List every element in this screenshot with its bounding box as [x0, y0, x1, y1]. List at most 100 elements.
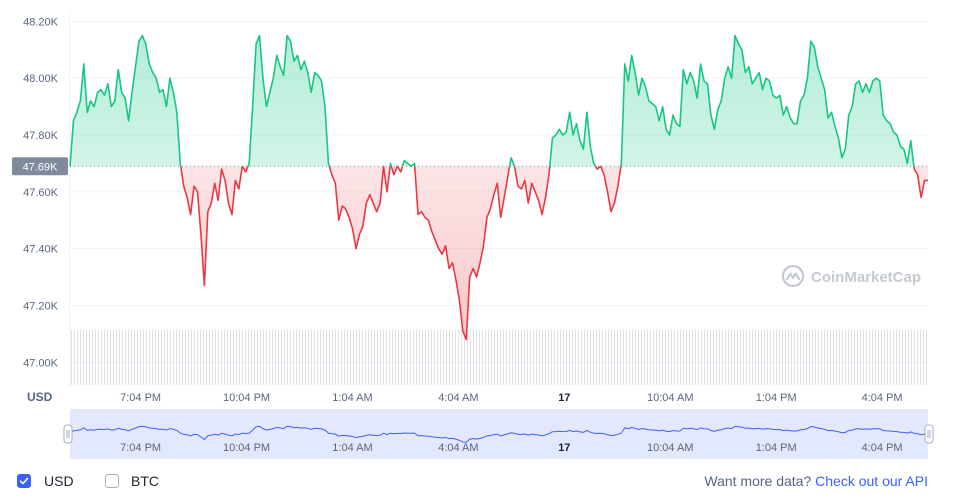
- volume-bar: [752, 330, 753, 385]
- usd-checkbox[interactable]: [17, 474, 31, 488]
- volume-bar: [608, 330, 609, 385]
- volume-bar: [656, 330, 657, 385]
- volume-bar: [725, 330, 726, 385]
- volume-bar: [815, 330, 816, 385]
- btc-label[interactable]: BTC: [131, 473, 159, 489]
- volume-bar: [347, 330, 348, 385]
- volume-bar: [188, 330, 189, 385]
- y-tick-label: 47.60K: [23, 187, 59, 199]
- volume-bar: [887, 330, 888, 385]
- volume-bar: [281, 330, 282, 385]
- volume-bar: [917, 330, 918, 385]
- volume-bar: [338, 330, 339, 385]
- more-data-text: Want more data? Check out our API: [704, 473, 928, 489]
- navigator-tick-label: 7:04 PM: [120, 442, 161, 454]
- volume-bar: [809, 330, 810, 385]
- volume-bar: [476, 330, 477, 385]
- volume-bar: [434, 330, 435, 385]
- volume-bar: [182, 330, 183, 385]
- volume-bar: [896, 330, 897, 385]
- volume-bar: [176, 330, 177, 385]
- volume-bar: [272, 330, 273, 385]
- volume-bar: [683, 330, 684, 385]
- volume-bar: [266, 330, 267, 385]
- volume-bar: [380, 330, 381, 385]
- volume-bar: [548, 330, 549, 385]
- volume-bar: [410, 330, 411, 385]
- volume-bar: [431, 330, 432, 385]
- volume-bar: [890, 330, 891, 385]
- volume-bar: [668, 330, 669, 385]
- volume-bar: [443, 330, 444, 385]
- volume-bar: [341, 330, 342, 385]
- volume-bar: [905, 330, 906, 385]
- volume-bar: [389, 330, 390, 385]
- volume-bar: [506, 330, 507, 385]
- volume-bar: [125, 330, 126, 385]
- volume-bar: [827, 330, 828, 385]
- x-tick-label: 17: [558, 392, 570, 404]
- volume-bar: [746, 330, 747, 385]
- volume-bar: [158, 330, 159, 385]
- volume-bar: [737, 330, 738, 385]
- volume-bar: [878, 330, 879, 385]
- volume-bar: [491, 330, 492, 385]
- volume-bar: [77, 330, 78, 385]
- volume-bar: [824, 330, 825, 385]
- navigator-left-handle[interactable]: [63, 424, 73, 444]
- volume-bar: [680, 330, 681, 385]
- usd-label[interactable]: USD: [44, 473, 74, 489]
- volume-bar: [785, 330, 786, 385]
- baseline-value-label: 47.69K: [23, 161, 59, 173]
- volume-bar: [500, 330, 501, 385]
- range-navigator[interactable]: 7:04 PM 10:04 PM 1:04 AM 4:04 AM 17 10:04 AM 1…: [63, 409, 934, 459]
- volume-bar: [530, 330, 531, 385]
- volume-bar: [875, 330, 876, 385]
- volume-bar: [908, 330, 909, 385]
- volume-bar: [119, 330, 120, 385]
- volume-bar: [761, 330, 762, 385]
- volume-bar: [920, 330, 921, 385]
- volume-bar: [275, 330, 276, 385]
- volume-bar: [599, 330, 600, 385]
- volume-bar: [209, 330, 210, 385]
- volume-bar: [485, 330, 486, 385]
- volume-bar: [821, 330, 822, 385]
- volume-bar: [704, 330, 705, 385]
- volume-bar: [572, 330, 573, 385]
- volume-bar: [677, 330, 678, 385]
- volume-bar: [407, 330, 408, 385]
- btc-checkbox[interactable]: [105, 474, 119, 488]
- navigator-right-handle[interactable]: [924, 424, 934, 444]
- volume-bar: [440, 330, 441, 385]
- volume-bar: [146, 330, 147, 385]
- volume-bar: [776, 330, 777, 385]
- volume-bar: [392, 330, 393, 385]
- volume-bar: [212, 330, 213, 385]
- price-chart[interactable]: CoinMarketCap 47.69K 47.00K47.20K47.40K4…: [0, 0, 960, 462]
- volume-bar: [362, 330, 363, 385]
- volume-bar: [539, 330, 540, 385]
- volume-bar: [308, 330, 309, 385]
- volume-bar: [734, 330, 735, 385]
- volume-bar: [848, 330, 849, 385]
- volume-bar: [425, 330, 426, 385]
- volume-bar: [692, 330, 693, 385]
- api-link[interactable]: Check out our API: [815, 473, 928, 489]
- volume-bar: [671, 330, 672, 385]
- volume-bar: [248, 330, 249, 385]
- volume-bar: [545, 330, 546, 385]
- volume-bar: [578, 330, 579, 385]
- volume-bar: [923, 330, 924, 385]
- volume-bar: [116, 330, 117, 385]
- volume-bar: [326, 330, 327, 385]
- volume-bar: [404, 330, 405, 385]
- volume-bar: [311, 330, 312, 385]
- volume-bar: [320, 330, 321, 385]
- volume-bar: [503, 330, 504, 385]
- volume-bar: [614, 330, 615, 385]
- volume-bar: [647, 330, 648, 385]
- volume-bar: [218, 330, 219, 385]
- volume-bar: [563, 330, 564, 385]
- volume-bar: [269, 330, 270, 385]
